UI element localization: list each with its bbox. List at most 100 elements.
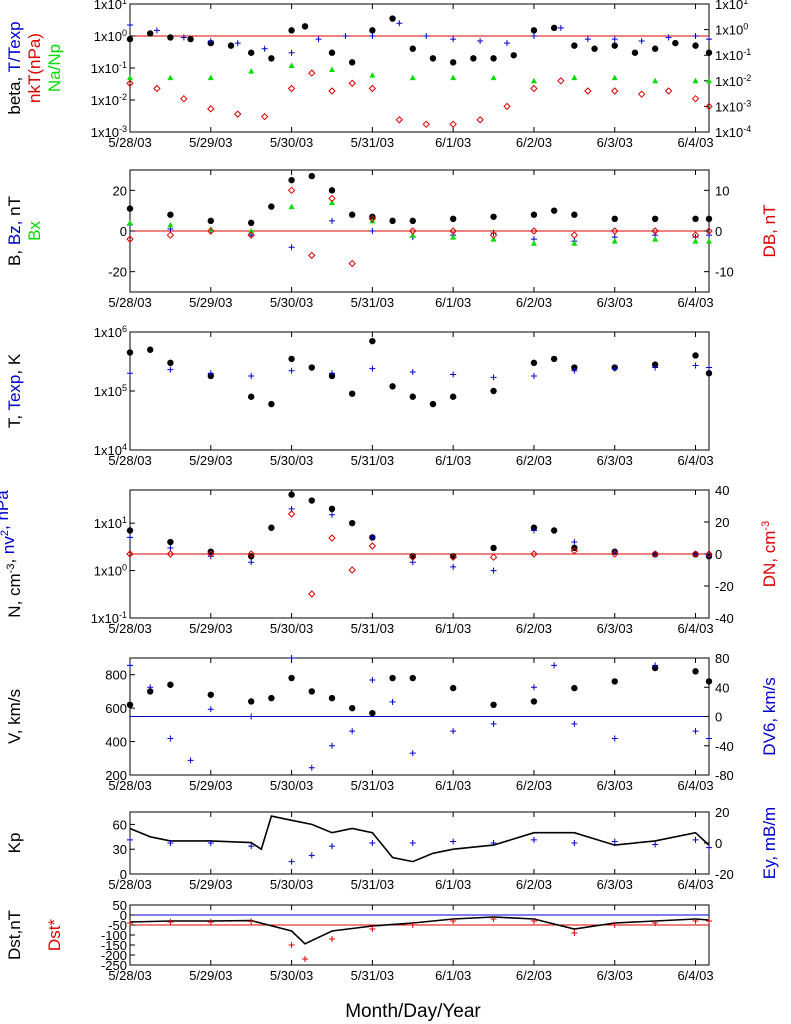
y2-tick-label: 20 xyxy=(715,515,729,530)
x-tick-label: 5/29/03 xyxy=(189,135,232,150)
data-point xyxy=(652,841,659,848)
data-point xyxy=(328,742,335,749)
data-point xyxy=(409,840,416,846)
x-tick-label: 6/3/03 xyxy=(597,877,633,892)
data-point xyxy=(268,55,275,62)
data-point xyxy=(571,42,578,49)
data-point xyxy=(591,45,598,52)
series-dst-1 xyxy=(127,916,712,962)
data-point xyxy=(369,213,376,220)
data-point xyxy=(571,240,578,246)
data-point xyxy=(692,42,699,49)
data-point xyxy=(167,919,174,925)
data-point xyxy=(288,367,295,374)
series-field-2 xyxy=(127,199,712,246)
data-point xyxy=(207,550,215,558)
y-tick-label: 1x101 xyxy=(94,0,127,12)
data-point xyxy=(369,534,376,541)
panel-field: 5/28/03 5/29/03 5/30/03 5/31/03 6/1/03 6/2/03… xyxy=(5,169,779,310)
data-point xyxy=(489,553,498,561)
data-point xyxy=(450,36,457,43)
data-point xyxy=(705,227,713,235)
data-point xyxy=(571,720,578,727)
data-point xyxy=(127,22,133,29)
data-point xyxy=(328,511,335,518)
x-tick-label: 6/4/03 xyxy=(677,295,713,310)
data-point xyxy=(328,194,336,203)
data-point xyxy=(166,231,175,239)
data-point xyxy=(449,553,457,561)
data-point xyxy=(449,215,457,222)
data-point xyxy=(706,77,712,84)
data-point xyxy=(672,39,679,47)
data-point xyxy=(308,364,315,371)
data-point xyxy=(328,694,336,702)
data-point xyxy=(571,684,578,692)
data-point xyxy=(692,836,699,843)
x-tick-label: 6/2/03 xyxy=(516,135,552,150)
data-point xyxy=(146,30,154,37)
data-point xyxy=(706,232,712,239)
x-tick-label: 6/3/03 xyxy=(597,135,633,150)
panel-temperature: 5/28/03 5/29/03 5/30/03 5/31/03 6/1/03 6/2/03… xyxy=(5,324,714,468)
x-tick-label: 5/31/03 xyxy=(351,295,394,310)
data-point xyxy=(301,23,309,30)
data-point xyxy=(490,387,497,395)
data-point xyxy=(146,688,154,695)
x-tick-label: 5/28/03 xyxy=(108,135,151,150)
data-point xyxy=(476,116,484,124)
y-tick-label: 1x104 xyxy=(94,442,127,458)
data-point xyxy=(328,217,335,224)
data-point xyxy=(126,79,134,87)
series-kp-1 xyxy=(127,836,712,865)
data-point xyxy=(368,215,377,223)
data-point xyxy=(207,919,214,925)
data-point xyxy=(153,84,161,93)
data-point xyxy=(167,538,174,546)
data-point xyxy=(706,918,712,924)
data-point xyxy=(308,764,315,771)
series-density-2 xyxy=(126,510,713,598)
y2-tick-label: -20 xyxy=(715,867,734,882)
y-tick-label: 1x100 xyxy=(94,563,127,579)
x-tick-label: 6/2/03 xyxy=(516,295,552,310)
y-tick-label: 1x105 xyxy=(94,383,127,399)
data-point xyxy=(611,735,618,742)
data-point xyxy=(248,713,255,720)
y2-tick-label: -10 xyxy=(715,265,734,280)
data-point xyxy=(348,79,356,87)
x-tick-label: 5/30/03 xyxy=(270,968,313,983)
x-tick-label: 6/4/03 xyxy=(677,135,713,150)
data-point xyxy=(227,42,235,49)
data-point xyxy=(705,678,713,685)
data-point xyxy=(530,211,538,218)
data-point xyxy=(308,590,316,598)
data-point xyxy=(449,393,457,400)
data-point xyxy=(288,858,295,865)
data-point xyxy=(489,231,498,239)
data-point xyxy=(557,77,565,85)
data-point xyxy=(490,916,497,922)
x-tick-label: 6/1/03 xyxy=(435,877,471,892)
data-point xyxy=(348,519,356,527)
data-point xyxy=(167,735,174,742)
data-point xyxy=(207,706,214,713)
y2-tick-label: -40 xyxy=(715,611,734,626)
data-point xyxy=(490,55,497,62)
data-point xyxy=(530,550,538,558)
data-point xyxy=(611,365,618,372)
data-point xyxy=(611,215,618,222)
data-point xyxy=(126,35,134,43)
data-point xyxy=(167,840,174,846)
series-line xyxy=(129,815,710,863)
data-point xyxy=(652,364,659,371)
data-point xyxy=(127,920,133,926)
y2-tick-label: 40 xyxy=(715,483,729,498)
data-point xyxy=(328,199,335,206)
data-point xyxy=(611,838,618,845)
y2-tick-label: 10 xyxy=(715,183,729,198)
data-point xyxy=(611,42,618,49)
data-point xyxy=(268,400,275,408)
data-point xyxy=(167,681,174,688)
series-beta-0 xyxy=(126,15,713,66)
